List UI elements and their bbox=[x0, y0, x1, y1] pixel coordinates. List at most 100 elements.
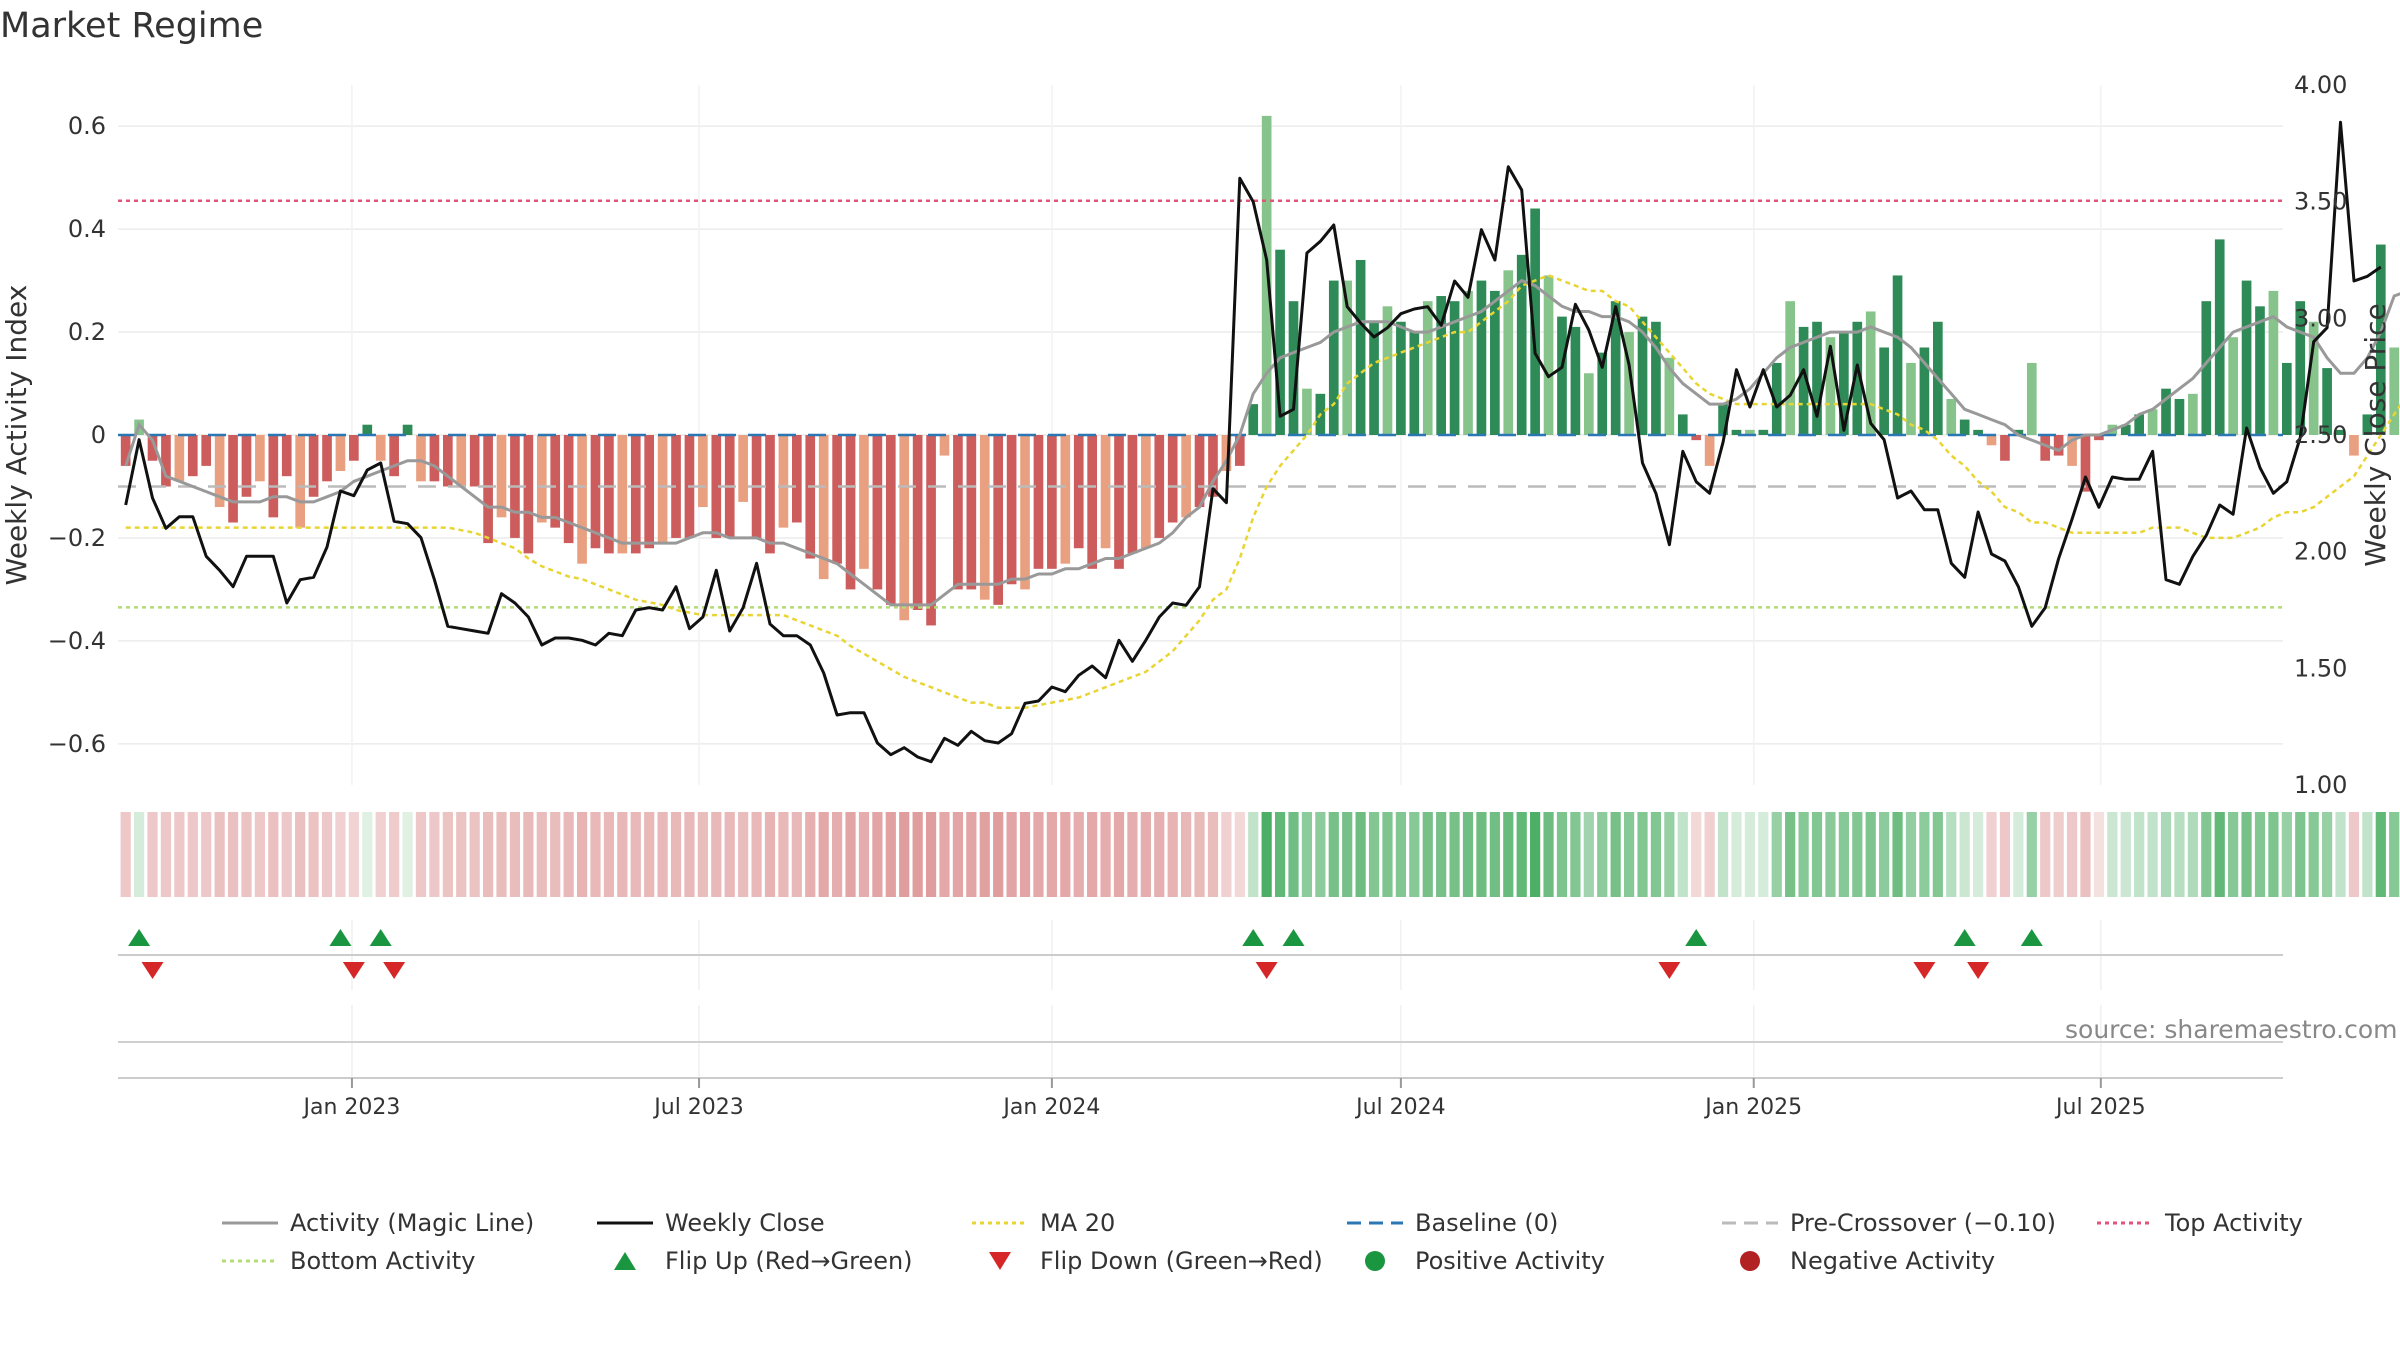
regime-cell bbox=[375, 812, 386, 897]
activity-bar-negative bbox=[161, 435, 171, 487]
activity-bar-negative bbox=[349, 435, 359, 461]
regime-cell bbox=[1811, 812, 1823, 897]
activity-bar-negative bbox=[483, 435, 493, 544]
regime-cell bbox=[1516, 812, 1527, 897]
activity-bar-negative bbox=[993, 435, 1004, 605]
regime-cell bbox=[939, 812, 950, 897]
activity-bar-negative bbox=[469, 435, 480, 487]
market-regime-chart: −0.6 −0.4 −0.2 0 0.2 0.4 0.6 1.00 1.50 2.00 2.50 3.… bbox=[0, 71, 2400, 1120]
regime-cell bbox=[979, 812, 990, 897]
activity-bar-negative bbox=[375, 435, 386, 461]
activity-bar-positive bbox=[1516, 254, 1527, 435]
regime-cell bbox=[483, 812, 494, 897]
flip-down-marker bbox=[1967, 962, 1990, 979]
activity-bar-positive bbox=[2201, 301, 2212, 435]
activity-bar-negative bbox=[1073, 435, 1084, 549]
regime-cell bbox=[348, 812, 359, 897]
regime-cell bbox=[1140, 812, 1151, 897]
activity-bar-positive bbox=[1798, 326, 1809, 435]
regime-cell bbox=[1342, 812, 1353, 897]
x-tick-label: Jul 2025 bbox=[2054, 1095, 2146, 1120]
activity-bar-negative bbox=[1114, 435, 1124, 569]
activity-bar-negative bbox=[241, 435, 252, 497]
legend-item: Negative Activity bbox=[1720, 1243, 1995, 1279]
regime-cell bbox=[1597, 812, 1608, 897]
regime-cell bbox=[2201, 812, 2212, 897]
line-swatch-icon bbox=[1722, 1221, 1778, 1225]
regime-cell bbox=[684, 812, 695, 897]
x-tick-label: Jan 2025 bbox=[1703, 1095, 1802, 1120]
activity-bar-negative bbox=[899, 435, 910, 621]
regime-cell bbox=[2134, 812, 2145, 897]
y2-tick-label: 2.50 bbox=[2294, 421, 2347, 449]
activity-bar-negative bbox=[214, 435, 225, 508]
activity-bar-positive bbox=[1583, 373, 1594, 435]
regime-cell bbox=[2174, 812, 2185, 897]
activity-bar-positive bbox=[1557, 316, 1567, 435]
activity-bar-negative bbox=[926, 435, 936, 626]
regime-cell bbox=[912, 812, 923, 897]
regime-cell bbox=[456, 812, 467, 897]
activity-bar-positive bbox=[1852, 321, 1863, 435]
regime-cell bbox=[563, 812, 574, 897]
y-tick-label: 0.4 bbox=[68, 215, 106, 243]
weekly-close-line bbox=[124, 120, 2382, 764]
legend-item: Positive Activity bbox=[1345, 1243, 1605, 1279]
activity-bar-negative bbox=[523, 435, 534, 554]
regime-cell bbox=[1543, 812, 1554, 897]
regime-cell bbox=[1865, 812, 1876, 897]
line-swatch-icon bbox=[1347, 1221, 1403, 1225]
activity-bar-negative bbox=[2000, 435, 2010, 461]
activity-bar-negative bbox=[281, 435, 292, 477]
activity-bar-positive bbox=[1248, 404, 1259, 435]
activity-bar-positive bbox=[1610, 301, 1621, 435]
regime-cell bbox=[1972, 812, 1984, 897]
activity-bar-positive bbox=[1865, 311, 1876, 435]
regime-cell bbox=[1623, 812, 1635, 897]
regime-cell bbox=[469, 812, 480, 897]
regime-cell bbox=[1154, 812, 1165, 897]
activity-bar-positive bbox=[402, 424, 413, 435]
regime-cell bbox=[1530, 812, 1541, 897]
dot-icon bbox=[1365, 1251, 1385, 1271]
regime-cell bbox=[1771, 812, 1782, 897]
activity-bar-positive bbox=[1771, 362, 1782, 435]
regime-cell bbox=[993, 812, 1004, 897]
regime-cell bbox=[1798, 812, 1809, 897]
regime-cell bbox=[751, 812, 762, 897]
regime-cell bbox=[1046, 812, 1057, 897]
regime-cell bbox=[1207, 812, 1219, 897]
legend-label: Baseline (0) bbox=[1415, 1209, 1559, 1237]
activity-bar-negative bbox=[1221, 435, 1232, 472]
activity-bar-negative bbox=[1704, 435, 1715, 466]
regime-cell bbox=[925, 812, 937, 897]
regime-cell bbox=[2308, 812, 2319, 897]
regime-cell bbox=[1959, 812, 1970, 897]
activity-bar-positive bbox=[2147, 409, 2158, 435]
activity-bar-positive bbox=[1570, 326, 1581, 435]
regime-cell bbox=[2053, 812, 2064, 897]
y-tick-label: 0 bbox=[91, 421, 106, 449]
legend-label: Bottom Activity bbox=[290, 1247, 476, 1275]
line-swatch-icon bbox=[2097, 1221, 2153, 1225]
activity-bar-positive bbox=[2228, 337, 2238, 435]
y-tick-label: −0.6 bbox=[48, 730, 106, 758]
activity-bar-negative bbox=[1047, 435, 1057, 569]
activity-bar-negative bbox=[604, 435, 614, 554]
regime-cell bbox=[858, 812, 870, 897]
legend-item: Weekly Close bbox=[595, 1205, 825, 1241]
regime-cell bbox=[1328, 812, 1339, 897]
activity-bar-negative bbox=[2080, 435, 2091, 492]
activity-bar-positive bbox=[1651, 321, 1661, 435]
x-tick-label: Jan 2023 bbox=[301, 1095, 400, 1120]
legend-label: Flip Up (Red→Green) bbox=[665, 1247, 913, 1275]
regime-cell bbox=[697, 812, 708, 897]
activity-bar-negative bbox=[818, 435, 829, 580]
activity-bar-positive bbox=[1892, 275, 1903, 435]
regime-cell bbox=[1449, 812, 1460, 897]
regime-cell bbox=[214, 812, 225, 897]
activity-bar-positive bbox=[1597, 352, 1608, 435]
regime-cell bbox=[2241, 812, 2252, 897]
activity-bar-positive bbox=[1396, 321, 1406, 435]
activity-bar-negative bbox=[912, 435, 923, 610]
